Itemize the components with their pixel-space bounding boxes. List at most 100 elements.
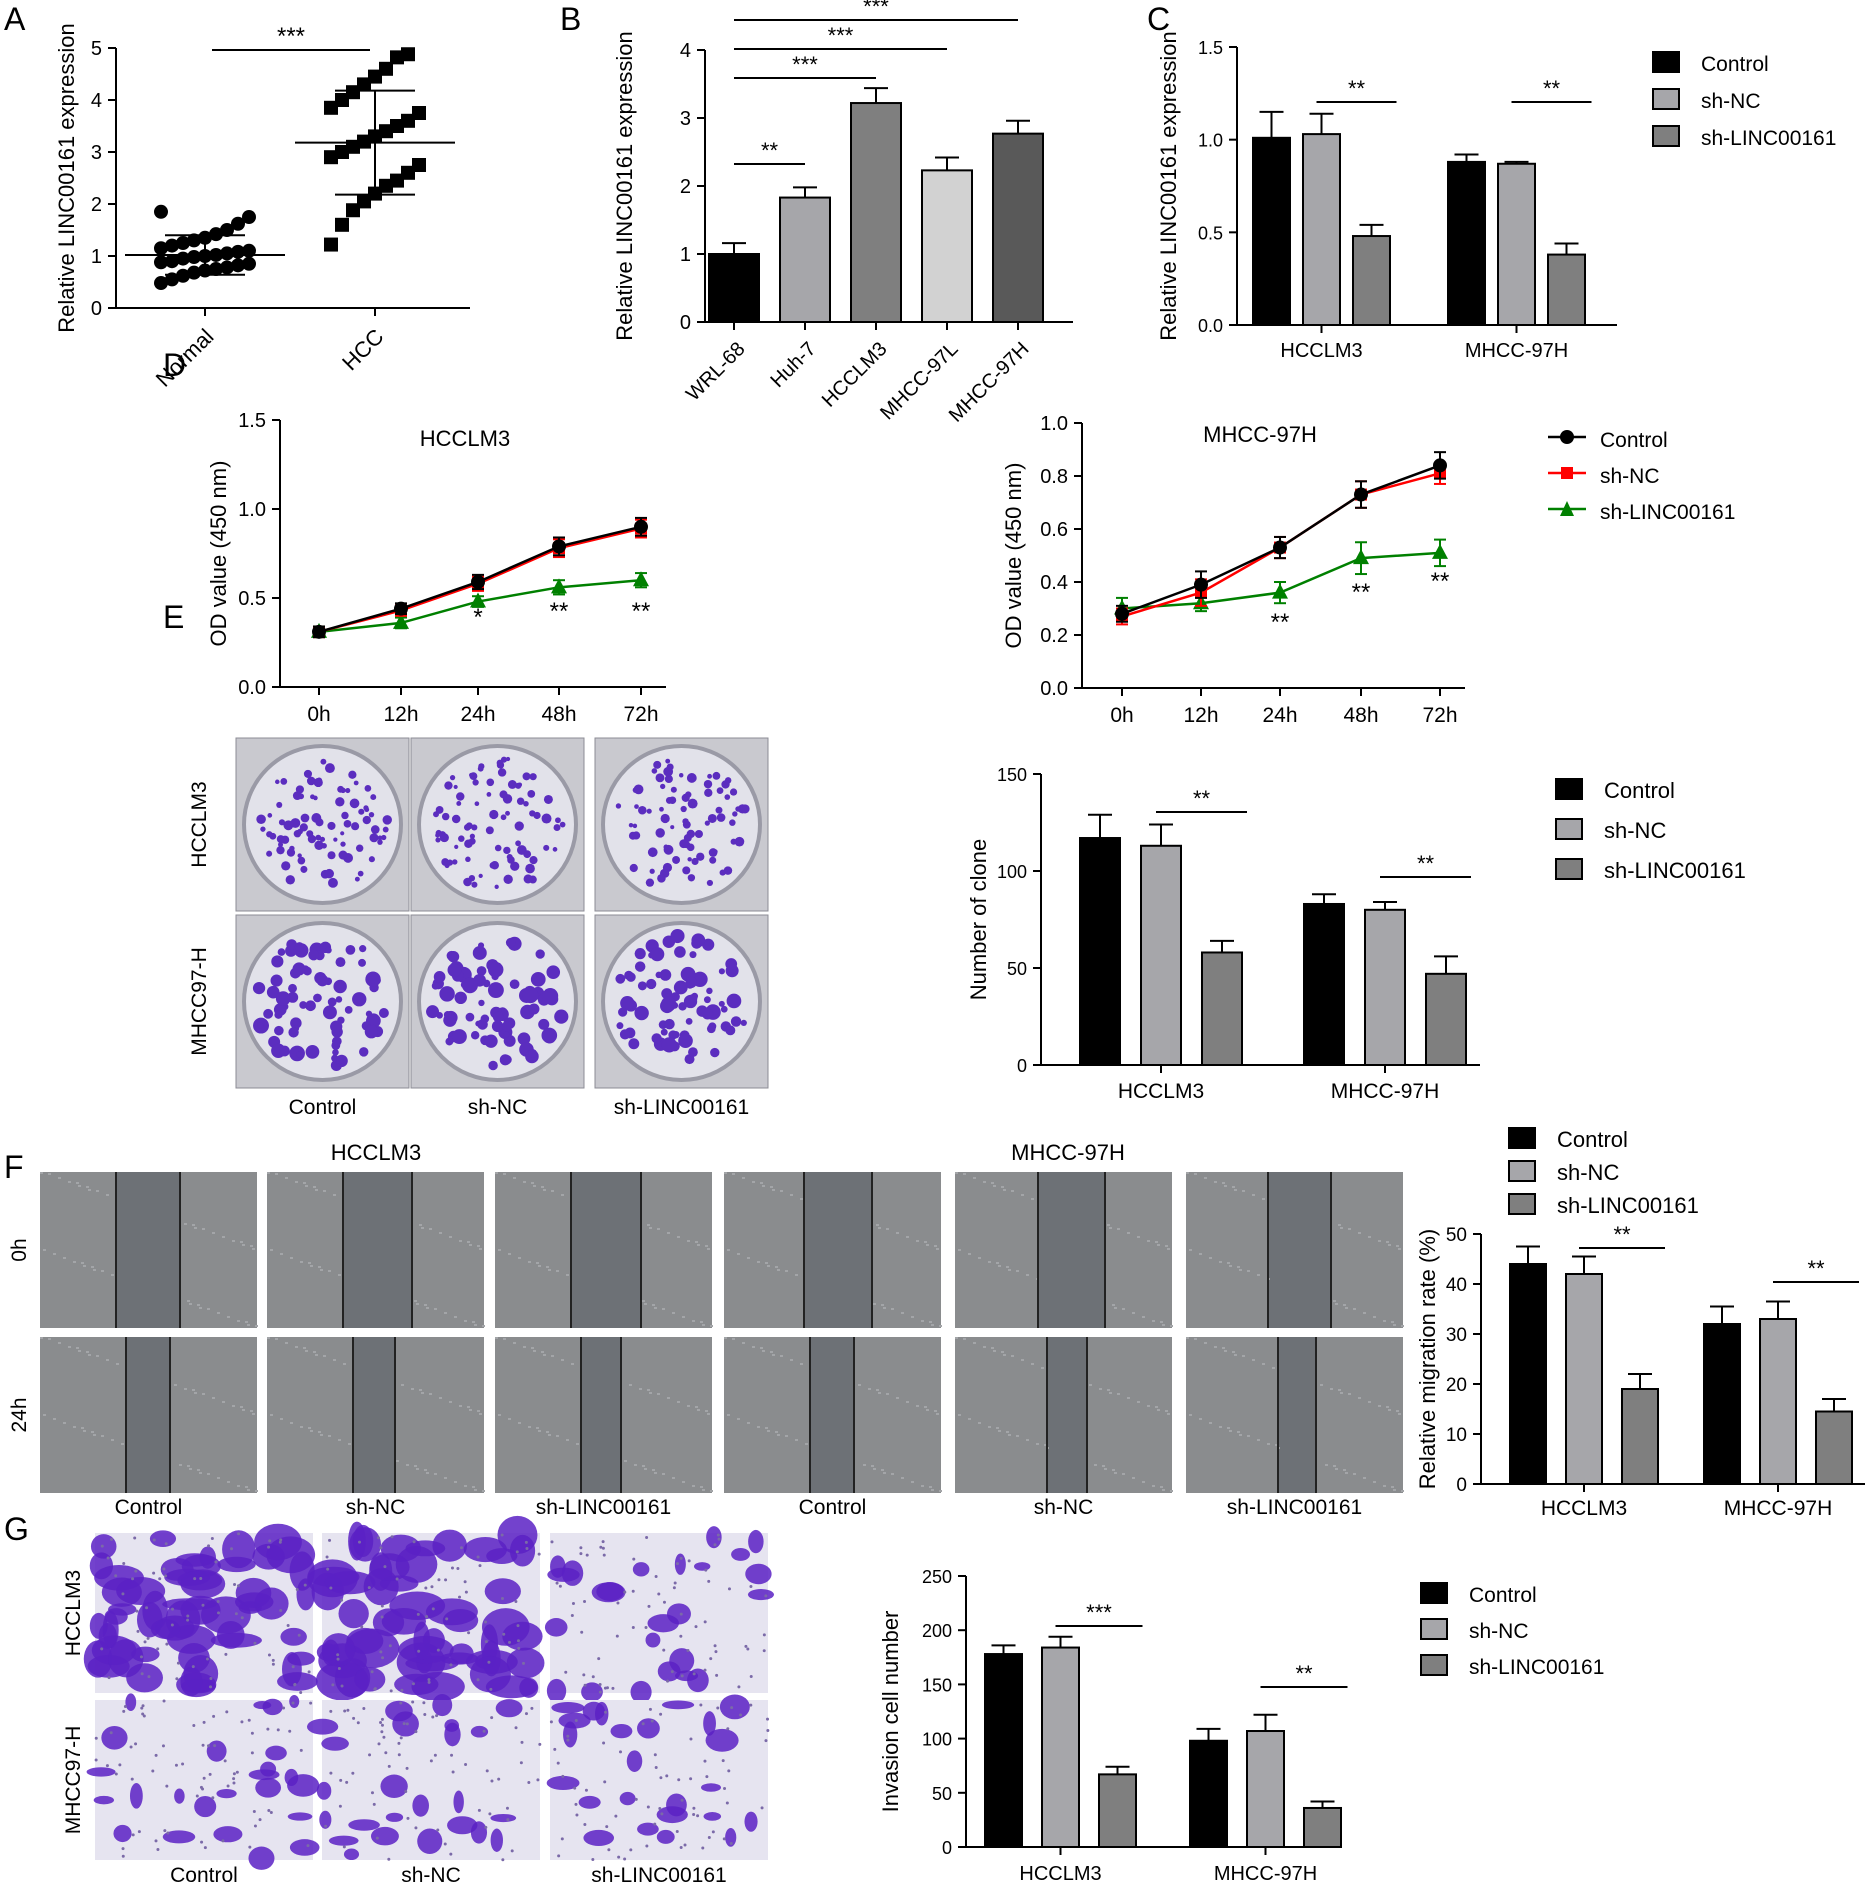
pore-dot (232, 1772, 236, 1776)
legend-label: sh-NC (1701, 90, 1761, 113)
bar-sh-LINC00161 (1547, 253, 1586, 326)
cell-texture (682, 1316, 685, 1318)
cell-texture (543, 1354, 546, 1356)
colony (274, 1010, 283, 1019)
y-tick-label: 50 (1446, 1225, 1467, 1246)
cell-texture (700, 1321, 703, 1323)
colony (449, 774, 456, 781)
cell-texture (777, 1269, 780, 1271)
pore-dot (632, 1557, 636, 1561)
cell-texture (1186, 1337, 1189, 1339)
bar-sh-NC (1246, 1730, 1285, 1848)
data-point (368, 69, 382, 84)
cell-texture (1114, 1307, 1117, 1309)
colony (718, 1000, 725, 1007)
pore-dot (707, 1579, 711, 1583)
x-tick-label: WRL-68 (682, 338, 749, 405)
colony (633, 784, 644, 795)
cell-texture (1209, 1422, 1212, 1424)
cell-texture (1006, 1431, 1009, 1433)
pore-dot (484, 1825, 488, 1829)
data-point (1433, 458, 1447, 473)
pore-dot (163, 1829, 167, 1833)
bar-sh-LINC00161 (1352, 235, 1391, 326)
cell-texture (649, 1227, 652, 1229)
pore-dot (324, 1824, 328, 1828)
colony (530, 971, 546, 987)
colony (638, 805, 647, 815)
pore-dot (662, 1600, 666, 1604)
cell-texture (700, 1486, 703, 1488)
colony (252, 981, 266, 995)
colony (503, 874, 513, 885)
cell-texture (672, 1477, 675, 1479)
cell-texture (931, 1324, 934, 1326)
wound-image-0-1 (267, 1172, 485, 1328)
cell-cluster (596, 1582, 624, 1601)
colony (477, 942, 485, 949)
data-point (1432, 543, 1448, 559)
legend-swatch (1508, 1193, 1536, 1215)
bar-sh-NC (1565, 1273, 1603, 1485)
cell-texture (88, 1189, 91, 1191)
pore-dot (384, 1751, 388, 1755)
cell-texture (1137, 1401, 1140, 1403)
cell-cluster (348, 1819, 380, 1831)
cell-texture (68, 1181, 71, 1183)
pore-dot (237, 1532, 241, 1536)
data-point (412, 106, 426, 120)
cell-texture (328, 1270, 331, 1272)
colony (632, 823, 638, 829)
cell-texture (245, 1321, 248, 1323)
pore-dot (739, 1713, 743, 1717)
cell-texture (76, 1182, 79, 1184)
cell-texture (503, 1173, 506, 1175)
wound-gap (353, 1337, 395, 1493)
colony (327, 821, 336, 830)
cell-texture (43, 1249, 46, 1251)
pore-dot (379, 1650, 383, 1654)
cell-texture (242, 1244, 245, 1246)
cell-texture (934, 1410, 937, 1412)
cell-texture (752, 1346, 755, 1348)
colony (719, 869, 726, 876)
pore-dot (444, 1578, 448, 1582)
pore-dot (429, 1759, 433, 1763)
legend-swatch (1555, 818, 1583, 840)
pore-dot (514, 1726, 518, 1730)
colony (336, 1056, 344, 1065)
cell-cluster (354, 1667, 386, 1692)
pore-dot (230, 1547, 234, 1551)
data-point (335, 217, 349, 232)
cell-texture (40, 1337, 43, 1339)
colony-image-0-0 (235, 737, 410, 912)
cell-texture (762, 1350, 765, 1352)
cell-texture (1194, 1338, 1197, 1340)
colony-image-0-2 (594, 737, 769, 912)
cell-texture (1162, 1324, 1165, 1326)
cell-texture (1232, 1351, 1235, 1353)
colony (541, 1027, 558, 1044)
cell-texture (1242, 1355, 1245, 1357)
legend-label: sh-NC (1557, 1160, 1619, 1185)
column-label: sh-NC (401, 1864, 461, 1887)
colony (522, 987, 539, 1004)
pore-dot (680, 1674, 684, 1678)
pore-dot (623, 1857, 627, 1861)
colony (358, 808, 365, 815)
cell-texture (513, 1177, 516, 1179)
cell-texture (1338, 1389, 1341, 1391)
pore-dot (603, 1780, 607, 1784)
cell-texture (775, 1431, 778, 1433)
cell-texture (1378, 1240, 1381, 1242)
pore-dot (501, 1858, 505, 1862)
cell-texture (692, 1485, 695, 1487)
pore-dot (166, 1831, 170, 1835)
pore-dot (737, 1685, 741, 1689)
legend-label: Control (1604, 778, 1675, 803)
colony (707, 773, 713, 779)
pore-dot (556, 1761, 560, 1765)
pore-dot (489, 1687, 493, 1691)
colony (665, 758, 671, 764)
row-label: HCCLM3 (188, 781, 211, 867)
